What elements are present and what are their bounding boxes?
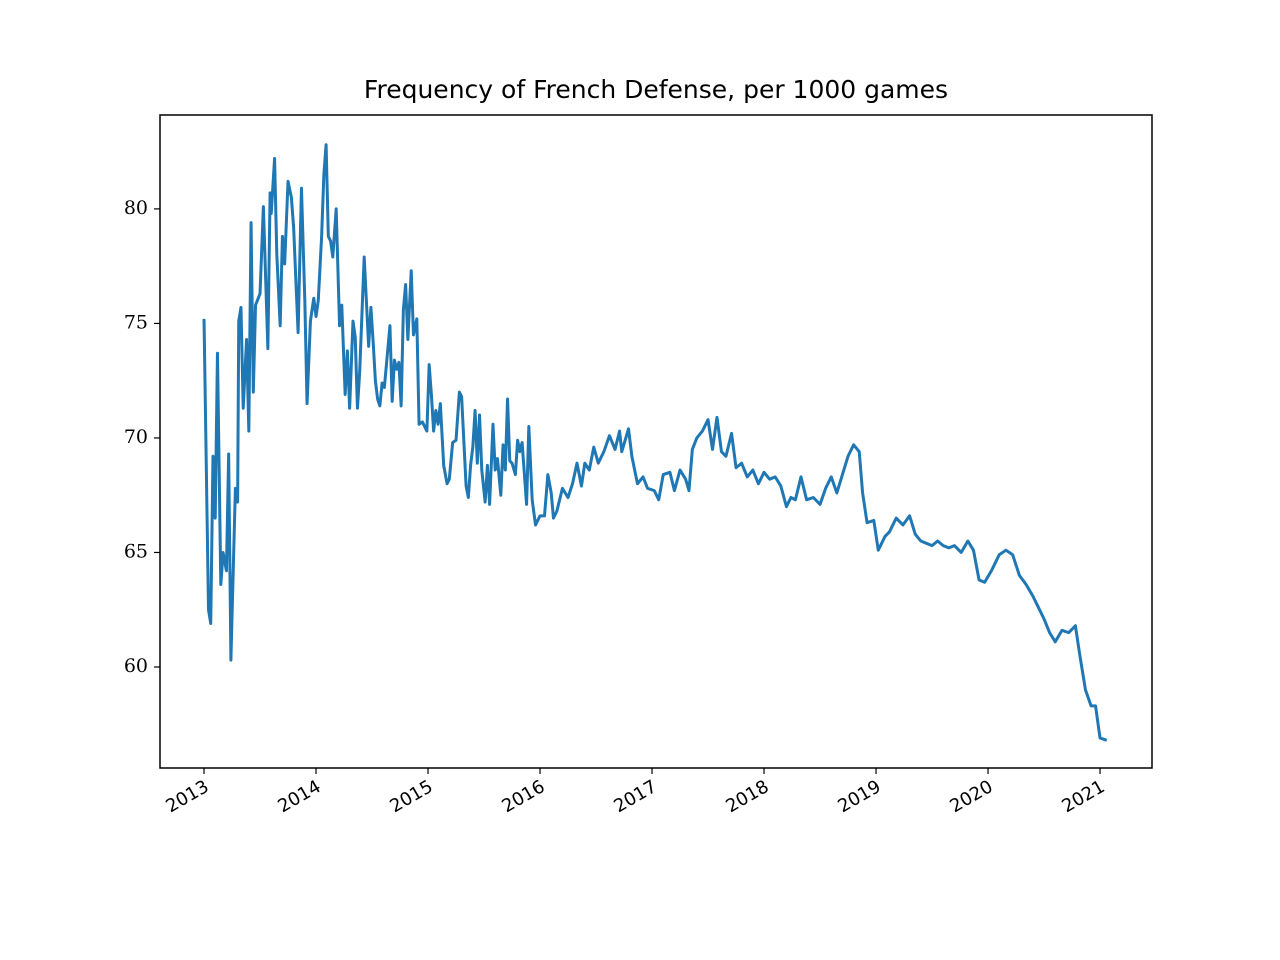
chart-title: Frequency of French Defense, per 1000 ga… (364, 75, 948, 104)
y-tick-label: 65 (124, 540, 148, 562)
y-tick-label: 70 (124, 426, 148, 448)
axes-frame (159, 114, 1153, 769)
y-tick-label: 75 (124, 311, 148, 333)
y-tick-label: 60 (124, 655, 148, 677)
y-tick-label: 80 (124, 197, 148, 219)
line (202, 143, 1108, 742)
